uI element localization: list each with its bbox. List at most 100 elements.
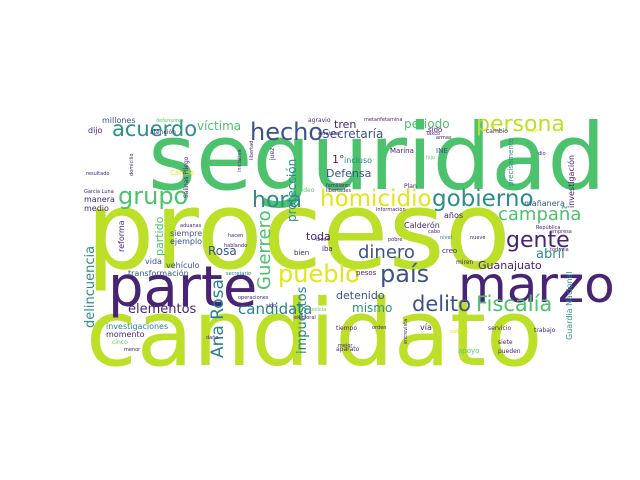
word-marzo: marzo [458, 256, 615, 314]
word-tren: tren [334, 118, 357, 131]
word-toda: toda [306, 230, 331, 243]
word-calderon: Calderón [404, 221, 440, 230]
word-investigacion: investigación [567, 154, 576, 208]
word-dijo: dijo [88, 126, 103, 135]
word-guardia-nacional: Guardia Nacional [565, 271, 574, 340]
word-rosa: Rosa [208, 244, 237, 258]
word-millones: millones [102, 116, 136, 125]
word-gobierno: gobierno [432, 186, 534, 212]
word-siete: siete [498, 339, 513, 346]
word-atencion: atención [150, 129, 176, 136]
word-ine: INE [436, 147, 448, 155]
word-pobre: pobre [388, 237, 403, 243]
word-dinero: dinero [358, 242, 415, 263]
word-anos: años [444, 211, 464, 220]
word-hacen: hacen [228, 233, 244, 239]
word-republica: República [536, 225, 561, 231]
word-defensa: Defensa [326, 167, 372, 180]
word-parte: parte [108, 255, 258, 320]
word-campana: campaña [498, 204, 582, 225]
word-plan: Plan [404, 183, 417, 190]
word-sino: sino [266, 303, 277, 309]
word-miren: miren [456, 259, 474, 266]
word-pesos: pesos [356, 269, 377, 277]
word-persona: persona [476, 112, 565, 137]
word-acuerdo: acuerdo [112, 117, 198, 141]
word-metanfetamina: metanfetamina [364, 117, 403, 123]
word-estatales: estatales [318, 131, 341, 137]
word-tiempo: tiempo [336, 325, 358, 332]
word-agravio: agravio [308, 117, 331, 124]
word-guerrero: Guerrero [254, 210, 275, 290]
word-todavia: todavía [550, 247, 569, 253]
word-marina: Marina [390, 147, 414, 155]
word-policia: policía [310, 307, 327, 313]
word-dano: daño [206, 335, 219, 341]
word-iba: iba [322, 245, 333, 253]
word-entrevista: entrevista [403, 318, 409, 344]
word-apoyo: apoyo [458, 347, 480, 355]
word-sido: sido [428, 126, 443, 134]
word-fiscalia: Fiscalía [476, 292, 553, 316]
word-servicio: servicio [488, 325, 512, 332]
word-politica: política [450, 329, 469, 335]
word-garcia-luna: García Luna [84, 189, 114, 195]
word-candidata: candidata [238, 300, 313, 318]
word-elementos: elementos [128, 302, 197, 317]
word-investigaciones: investigaciones [106, 322, 169, 331]
word-momento: momento [106, 330, 145, 339]
word-menor: menor [124, 347, 141, 353]
word-iniciativa: iniciativa [237, 149, 243, 172]
word-armas: armas [436, 135, 452, 141]
word-ejemplo: ejemplo [170, 237, 203, 246]
word-precisamente: precisamente [507, 138, 515, 186]
word-domicilio: domicilio [129, 153, 135, 176]
word-primero: 1° [332, 153, 345, 166]
word-defensores: defensores [156, 118, 184, 124]
word-informacion: información [376, 207, 406, 213]
word-creo: creo [442, 247, 458, 255]
word-pueblo: pueblo [278, 260, 360, 288]
word-aparato: aparato [336, 346, 360, 353]
word-gente: gente [506, 228, 570, 253]
word-cinco: cinco [112, 339, 128, 346]
word-taxco: Taxco [426, 131, 440, 137]
word-juez: juez [269, 147, 276, 160]
word-pais: país [380, 260, 430, 288]
word-trabajo: trabajo [534, 327, 556, 334]
word-favor: favor [526, 128, 539, 134]
word-nueve: nueve [470, 235, 486, 241]
word-manera: manera [84, 195, 115, 204]
word-pueden: pueden [498, 348, 521, 355]
word-hijo: hijo [426, 155, 436, 161]
word-mismo: mismo [352, 301, 393, 315]
word-grupo: grupo [118, 182, 189, 210]
word-delito: delito [412, 292, 472, 316]
word-operaciones: operaciones [238, 295, 269, 301]
word-incluso: incluso [344, 156, 373, 165]
word-video: video [298, 187, 315, 194]
word-delincuencia: delincuencia [83, 245, 98, 328]
word-guanajuato: Guanajuato [478, 259, 542, 272]
word-via: vía [420, 323, 432, 332]
word-vehiculo: vehículo [166, 261, 200, 270]
word-secretario: secretario [226, 271, 251, 277]
word-proteccion: protección [285, 158, 299, 222]
word-partido: partido [153, 216, 166, 256]
word-mananera: mañanera [524, 199, 565, 208]
word-salinas-pliego: Salinas Pliego [183, 156, 190, 198]
word-seguridad: seguridad [148, 104, 606, 211]
word-electoral: electoral [294, 315, 316, 321]
word-dio: dio [538, 151, 546, 157]
word-candidato: candidato [86, 280, 543, 387]
word-orden: orden [372, 325, 387, 331]
word-aduanas: aduanas [180, 223, 202, 229]
word-transformacion: transformación [128, 269, 189, 278]
word-cabo: cabo [428, 229, 441, 235]
word-empresa: empresa [550, 229, 572, 235]
word-victima: víctima [197, 119, 242, 133]
word-camilo: Camilo [170, 169, 195, 177]
word-nivel: nivel [440, 235, 452, 241]
word-proceso: proceso [86, 169, 511, 294]
word-detenido: detenido [336, 289, 385, 302]
